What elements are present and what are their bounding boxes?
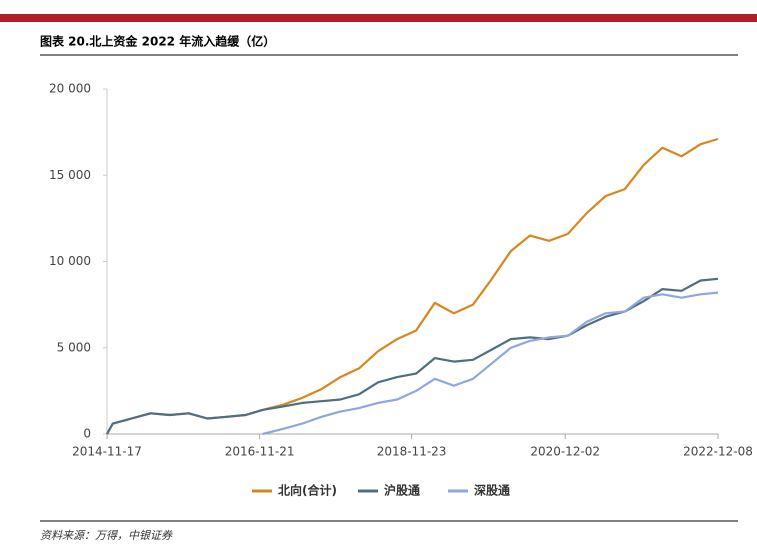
x-tick-label: 2022-12-08 [683,445,753,459]
y-tick-label: 10 000 [49,254,91,268]
x-tick-label: 2018-11-23 [377,445,447,459]
source: 资料来源：万得，中银证券 [40,529,173,542]
y-tick-label: 15 000 [49,168,91,182]
chart-title: 图表 20.北上资金 2022 年流入趋缓（亿） [40,34,275,49]
series-line [262,291,719,436]
header-bar [0,14,757,22]
x-tick-label: 2016-11-21 [225,445,295,459]
x-tick-label: 2014-11-17 [72,445,142,459]
series-line [106,137,719,435]
x-tick-label: 2020-12-02 [530,445,600,459]
legend-label: 北向(合计) [278,483,337,498]
legend-label: 深股通 [474,483,510,498]
y-tick-label: 5 000 [57,340,91,354]
y-tick-label: 20 000 [49,82,91,96]
y-tick-label: 0 [83,427,91,441]
series-line [106,277,719,435]
legend-label: 沪股通 [384,483,420,498]
